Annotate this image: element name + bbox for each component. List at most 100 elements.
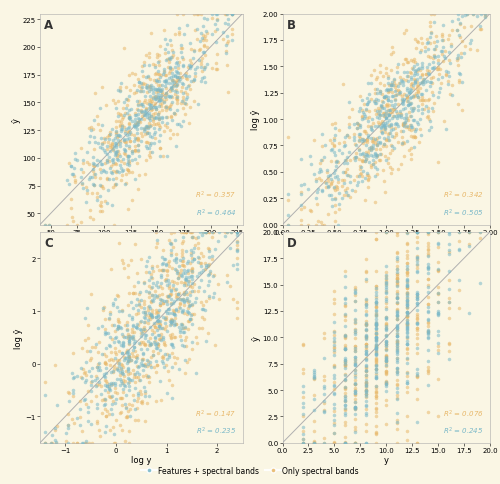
Point — [372, 361, 380, 369]
Point — [445, 57, 453, 64]
Point — [192, 70, 200, 77]
Point — [168, 363, 176, 371]
Point — [296, 206, 304, 213]
Point — [179, 94, 187, 102]
Point — [232, 315, 240, 322]
Point — [375, 110, 383, 118]
Point — [112, 326, 120, 333]
Point — [140, 340, 148, 348]
Point — [178, 308, 186, 316]
Point — [114, 337, 122, 345]
Point — [434, 376, 442, 383]
Point — [380, 124, 388, 132]
Point — [116, 363, 124, 370]
Point — [351, 410, 359, 418]
Point — [362, 409, 370, 417]
Point — [125, 335, 133, 343]
Point — [100, 373, 108, 380]
Point — [152, 342, 160, 349]
Point — [333, 158, 341, 166]
Point — [138, 391, 145, 398]
Point — [351, 328, 359, 336]
Point — [142, 417, 150, 425]
Point — [372, 349, 380, 357]
Point — [454, 55, 462, 63]
Point — [110, 365, 118, 373]
Point — [148, 297, 156, 304]
Point — [152, 345, 160, 352]
Point — [202, 259, 209, 267]
Point — [196, 11, 204, 18]
Point — [330, 196, 338, 203]
Point — [403, 338, 411, 346]
Point — [372, 334, 380, 342]
Point — [342, 192, 350, 200]
Point — [88, 364, 96, 372]
Point — [444, 228, 452, 236]
Point — [149, 279, 157, 287]
Point — [163, 42, 171, 49]
Point — [90, 163, 98, 170]
Point — [362, 348, 370, 355]
Point — [116, 143, 124, 151]
Point — [382, 377, 390, 385]
Point — [84, 387, 92, 394]
Point — [168, 77, 176, 85]
Point — [124, 115, 132, 122]
Point — [68, 369, 76, 377]
Point — [68, 349, 76, 357]
Point — [152, 89, 160, 97]
Point — [169, 307, 177, 315]
X-axis label: log y: log y — [131, 455, 152, 464]
Point — [162, 355, 170, 363]
Point — [358, 178, 366, 186]
Point — [169, 284, 177, 292]
Point — [78, 156, 86, 164]
Point — [330, 338, 338, 346]
Point — [403, 275, 411, 283]
Point — [411, 77, 419, 85]
Point — [444, 249, 452, 257]
Point — [380, 140, 388, 148]
Point — [414, 302, 422, 309]
Point — [174, 70, 182, 78]
Point — [146, 299, 154, 306]
Point — [320, 329, 328, 337]
Point — [403, 368, 411, 376]
Point — [119, 259, 127, 267]
Point — [352, 151, 360, 158]
Point — [351, 328, 359, 336]
Point — [400, 56, 408, 63]
Point — [118, 308, 126, 316]
Point — [351, 395, 359, 403]
Point — [407, 82, 415, 90]
Point — [328, 178, 336, 186]
Point — [414, 94, 422, 102]
Point — [154, 82, 162, 90]
Point — [341, 357, 349, 365]
Point — [182, 96, 190, 104]
Point — [108, 141, 116, 149]
Point — [184, 325, 192, 333]
Point — [355, 146, 363, 153]
Point — [325, 192, 333, 200]
Point — [145, 151, 153, 159]
Point — [124, 357, 132, 365]
Point — [114, 390, 122, 397]
Point — [158, 285, 166, 293]
Point — [128, 347, 136, 354]
Point — [132, 176, 140, 183]
Point — [372, 344, 380, 351]
Point — [442, 126, 450, 134]
Point — [373, 141, 381, 149]
Point — [382, 286, 390, 293]
Point — [134, 121, 141, 129]
Point — [424, 105, 432, 113]
Point — [351, 283, 359, 291]
Point — [173, 107, 181, 115]
Point — [185, 82, 193, 90]
Point — [110, 143, 118, 151]
Point — [151, 337, 159, 345]
Point — [134, 121, 141, 129]
Point — [157, 296, 165, 304]
